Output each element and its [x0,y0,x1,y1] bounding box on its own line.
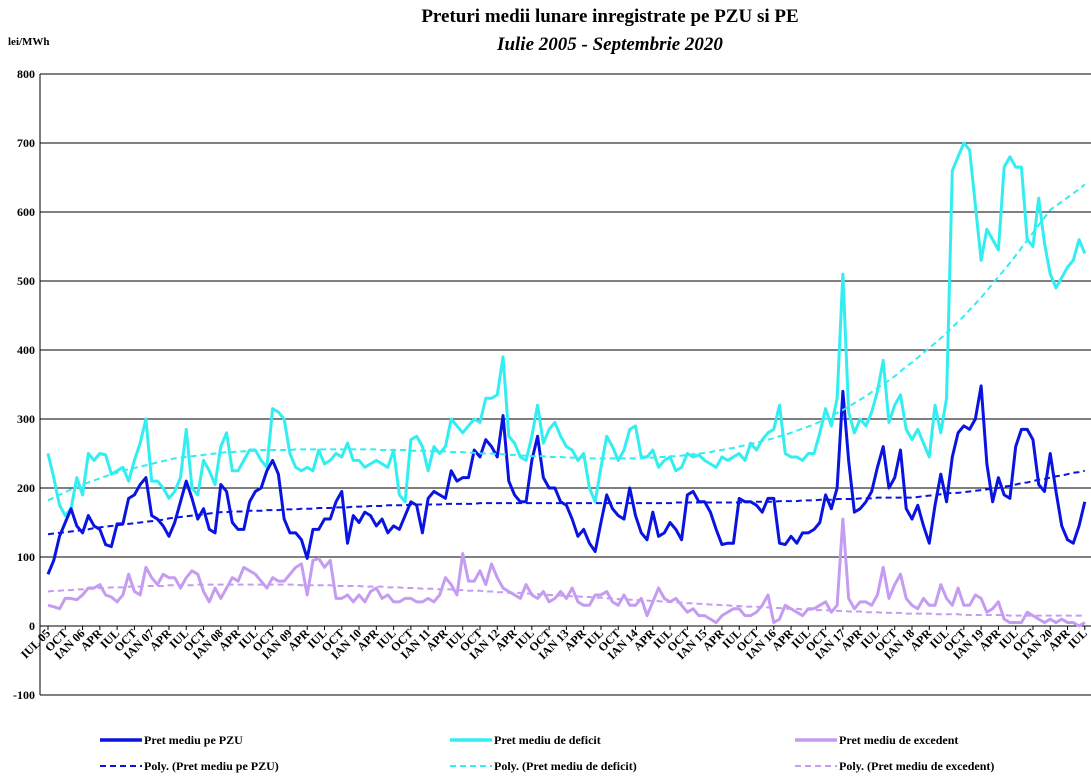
trend-line [47,583,1085,617]
chart-title: Preturi medii lunare inregistrate pe PZU… [421,6,798,27]
y-tick-label: 800 [17,67,35,81]
x-tick-label: IUL [1065,626,1090,651]
series-line [47,517,1086,628]
legend-label: Pret mediu pe PZU [144,733,243,747]
y-tick-label: 600 [17,205,35,219]
y-tick-label: 0 [29,619,35,633]
y-tick-label: 200 [17,481,35,495]
legend-label: Poly. (Pret mediu pe PZU) [144,759,279,773]
y-axis-label: lei/MWh [8,36,50,48]
series-line [46,384,1087,575]
series-line [46,141,1087,518]
legend-label: Poly. (Pret mediu de deficit) [494,759,637,773]
legend-label: Pret mediu de excedent [839,733,958,747]
y-tick-label: 100 [17,550,35,564]
y-tick-label: 400 [17,343,35,357]
trend-line [47,183,1086,502]
trend-line [47,469,1086,536]
y-tick-label: 700 [17,136,35,150]
y-tick-label: 500 [17,274,35,288]
y-tick-label: 300 [17,412,35,426]
y-tick-label: -100 [13,688,35,702]
legend-label: Poly. (Pret mediu de excedent) [839,759,994,773]
chart-subtitle: Iulie 2005 - Septembrie 2020 [496,34,723,55]
legend-label: Pret mediu de deficit [494,733,601,747]
